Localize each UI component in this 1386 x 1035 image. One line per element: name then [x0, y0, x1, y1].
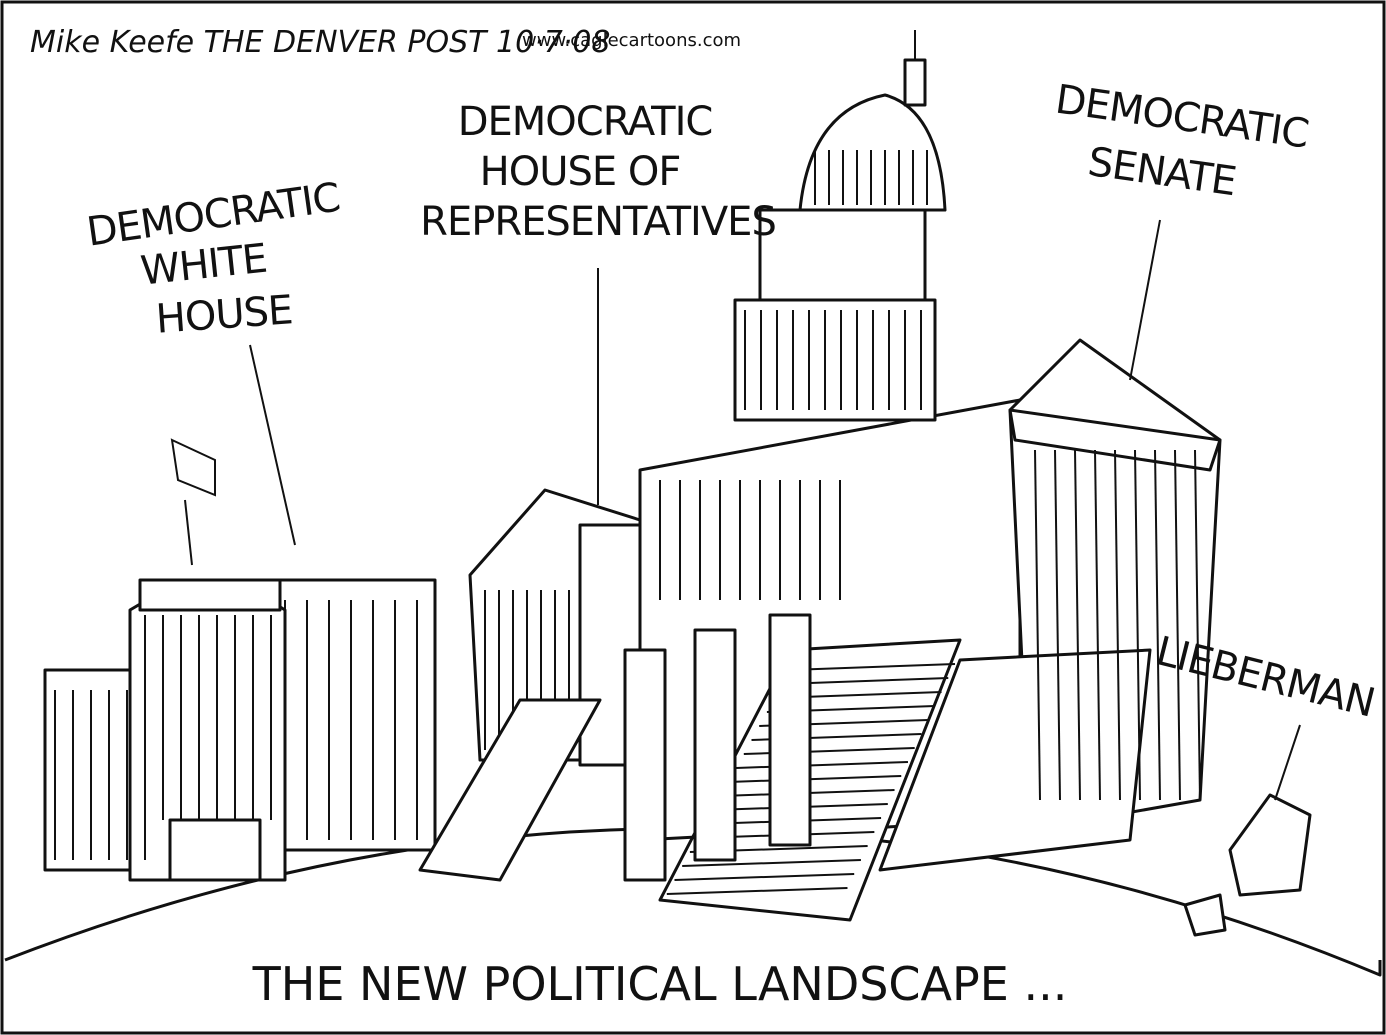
line-art [770, 615, 810, 845]
label-line: DEMOCRATIC [458, 99, 713, 145]
line-art [695, 630, 735, 860]
label-line: HOUSE [154, 287, 293, 342]
line-art [905, 60, 925, 105]
caption: THE NEW POLITICAL LANDSCAPE ... [252, 957, 1068, 1011]
line-art [170, 820, 260, 880]
label-line: HOUSE OF [480, 149, 681, 195]
body: Mike Keefe THE DENVER POST 10·7·08 www.c… [0, 0, 1386, 1035]
label-line: REPRESENTATIVES [420, 199, 776, 245]
website: www.caglecartoons.com [522, 30, 741, 51]
page: Cartoon {"header":{"signature":"Mike Kee… [0, 0, 1386, 1035]
line-art [140, 580, 280, 610]
line-art [625, 650, 665, 880]
line-art [760, 210, 925, 300]
line-art [270, 580, 435, 850]
cartoon: Mike Keefe THE DENVER POST 10·7·08 www.c… [0, 0, 1386, 1035]
